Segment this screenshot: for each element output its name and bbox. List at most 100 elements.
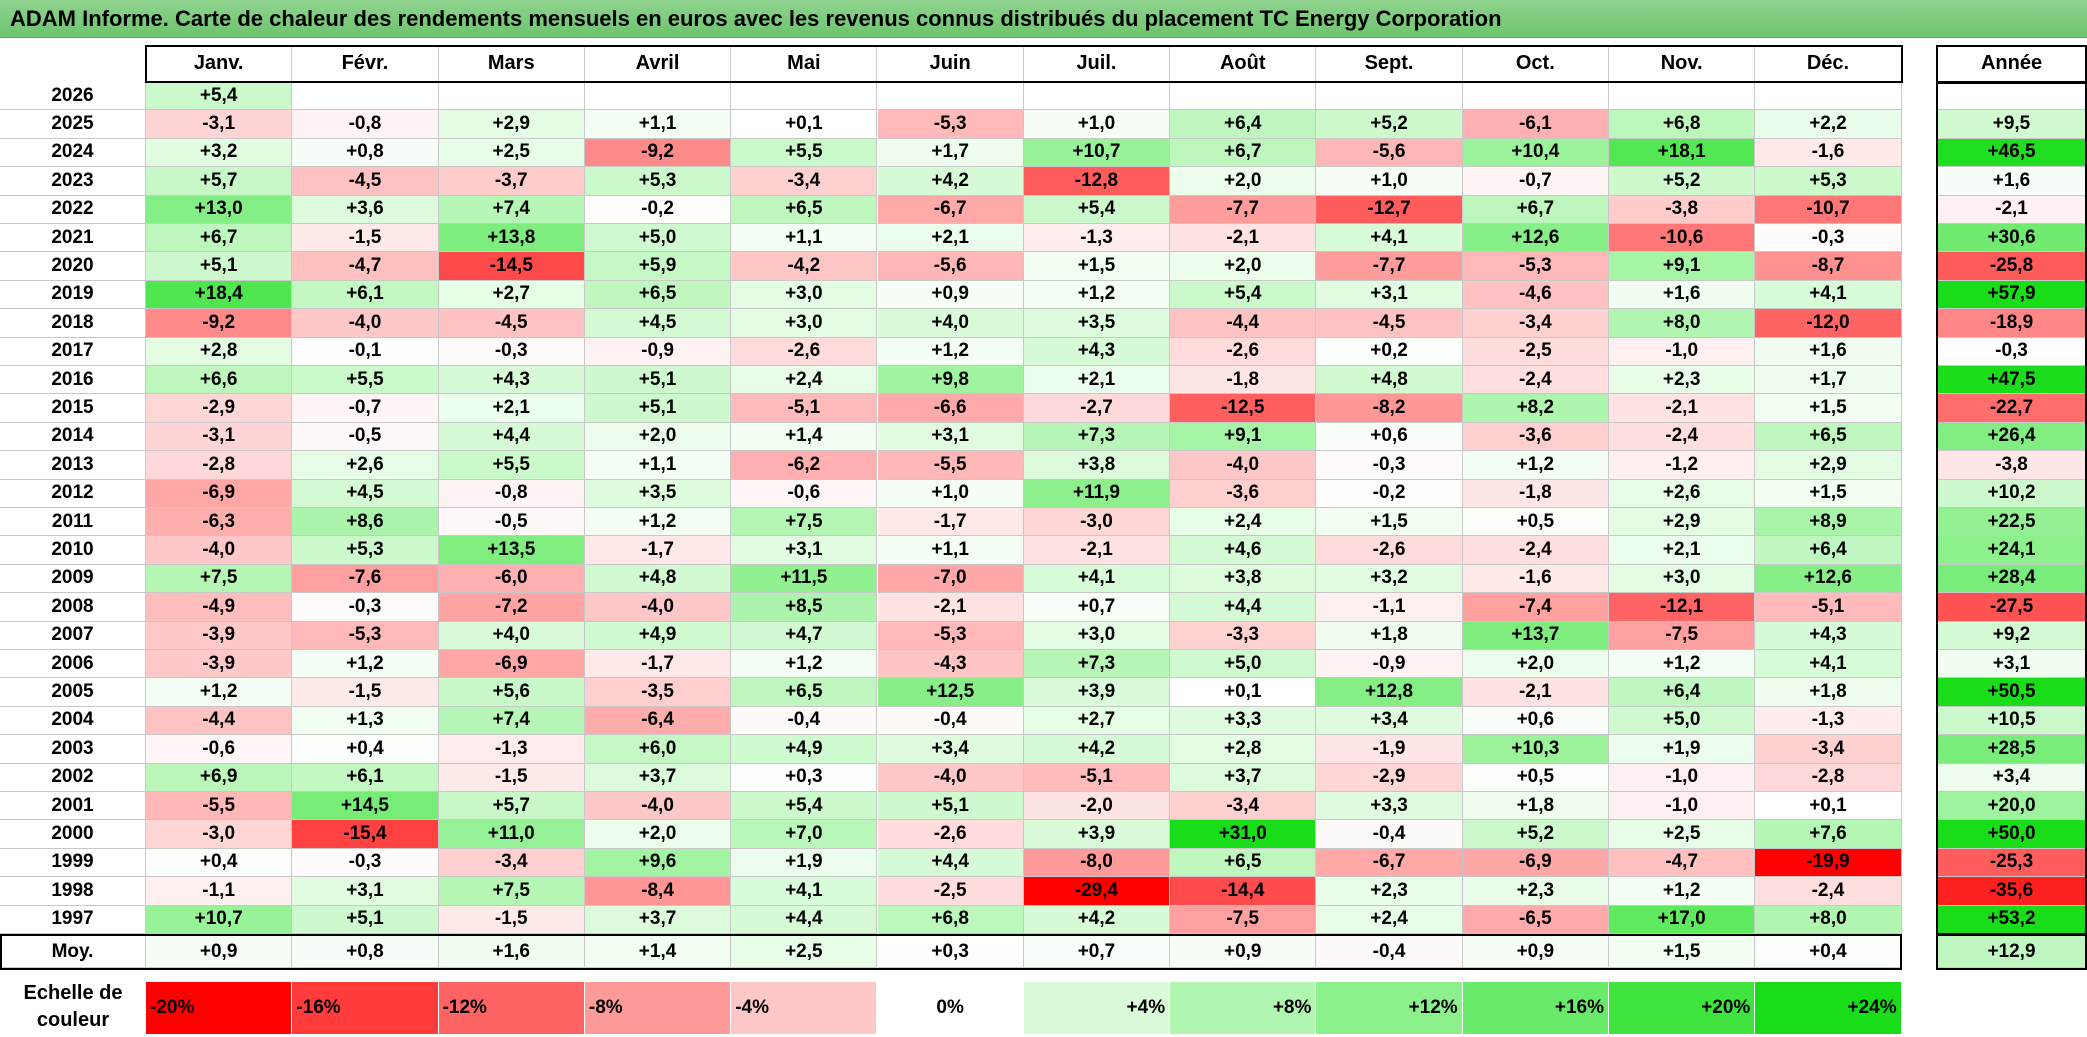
heatmap-cell: +3,8 [1023,451,1171,480]
heatmap-cell: +5,1 [584,394,732,423]
heatmap-cell: +3,5 [584,479,732,508]
heatmap-cell: +1,7 [877,138,1024,168]
heatmap-cell: +1,6 [1609,280,1756,310]
heatmap-cell [731,82,878,111]
annual-cell: +47,5 [1937,366,2087,395]
annual-cell: +9,2 [1937,621,2087,650]
heatmap-cell: +1,0 [1316,167,1463,196]
heatmap-cell: +2,4 [1316,905,1463,934]
heatmap-cell: -3,6 [1462,422,1609,452]
heatmap-cell: +4,4 [731,905,878,934]
heatmap-cell: -3,5 [584,678,732,707]
heatmap-cell: +1,0 [1023,110,1171,139]
heatmap-cell: +2,4 [731,366,878,395]
heatmap-cell: -1,0 [1609,792,1756,821]
heatmap-cell: -1,5 [438,905,585,934]
average-cell: +0,9 [146,936,293,968]
heatmap-cell: -6,5 [1462,905,1609,934]
heatmap-cell: -1,7 [584,536,732,565]
heatmap-cell: +2,8 [1170,735,1317,764]
heatmap-cell: +10,7 [1023,138,1171,168]
heatmap-cell: -2,4 [1462,366,1609,395]
heatmap-cell: +1,2 [877,337,1024,366]
heatmap-cell: +1,2 [292,650,439,679]
heatmap-cell: -10,7 [1755,195,1902,224]
heatmap-cell: +5,4 [146,82,293,111]
heatmap-cell: +1,8 [1755,678,1902,707]
heatmap-cell: -2,6 [1170,337,1317,366]
heatmap-cell: +4,2 [1023,735,1171,764]
heatmap-cell: +3,0 [1609,564,1756,594]
heatmap-cell: +0,3 [731,763,878,792]
heatmap-cell: +8,0 [1755,905,1902,934]
heatmap-cell [1755,82,1902,111]
heatmap-cell: +0,4 [292,735,439,764]
year-label: 2026 [0,82,146,111]
annual-cell: +20,0 [1937,792,2087,821]
heatmap-cell: -6,2 [731,451,878,480]
heatmap-cell: -0,3 [292,593,439,622]
heatmap-cell: +1,1 [877,536,1024,565]
average-label: Moy. [0,936,146,968]
annual-cell: +9,5 [1937,110,2087,139]
heatmap-cell: +4,8 [1316,366,1463,395]
heatmap-cell: +18,4 [146,280,293,310]
heatmap-cell: +12,6 [1755,564,1902,594]
heatmap-cell: -9,2 [146,309,293,338]
heatmap-cell: -12,8 [1023,167,1171,196]
heatmap-cell: -3,8 [1609,195,1756,224]
heatmap-cell: +6,0 [584,735,732,764]
heatmap-cell: +6,7 [146,224,293,253]
year-label: 2006 [0,650,146,679]
heatmap-cell: -0,4 [1316,820,1463,849]
heatmap-cell: -0,8 [292,110,439,139]
heatmap-cell: +10,4 [1462,138,1609,168]
color-scale-stop: -8% [584,982,732,1034]
heatmap-cell: +1,2 [1609,650,1756,679]
heatmap-cell: -10,6 [1609,224,1756,253]
heatmap-cell: -2,8 [146,451,293,480]
heatmap-cell: +2,1 [438,394,585,423]
heatmap-cell: +12,6 [1462,224,1609,253]
heatmap-cell: +3,7 [584,763,732,792]
heatmap-cell: +3,7 [1170,763,1317,792]
heatmap-cell: +2,3 [1609,366,1756,395]
heatmap-cell: +14,5 [292,792,439,821]
heatmap-cell: +2,7 [438,280,585,310]
heatmap-cell: +6,6 [146,366,293,395]
heatmap-cell: +3,6 [292,195,439,224]
annual-cell: +57,9 [1937,280,2087,310]
heatmap-cell: +2,6 [1609,479,1756,508]
year-label: 2017 [0,337,146,366]
heatmap-cell: -7,4 [1462,593,1609,622]
heatmap-cell: +3,0 [1023,621,1171,650]
average-cell: +2,5 [731,936,878,968]
annual-cell: +10,5 [1937,706,2087,736]
heatmap-cell: +5,5 [292,366,439,395]
heatmap-cell: +0,9 [877,280,1024,310]
heatmap-cell: -4,5 [438,309,585,338]
annual-cell: -22,7 [1937,394,2087,423]
heatmap-cell: +4,0 [877,309,1024,338]
heatmap-cell: -3,0 [146,820,293,849]
heatmap-cell: +2,3 [1316,877,1463,906]
color-scale-stop: +12% [1316,982,1463,1034]
annual-cell: +10,2 [1937,479,2087,508]
heatmap-cell: +7,3 [1023,422,1171,452]
heatmap-cell: +5,6 [438,678,585,707]
heatmap-cell: +2,0 [584,422,732,452]
heatmap-cell: -6,0 [438,564,585,594]
annual-cell: +28,5 [1937,735,2087,764]
heatmap-cell: -2,4 [1462,536,1609,565]
heatmap-cell: +6,7 [1462,195,1609,224]
heatmap-cell: -5,5 [877,451,1024,480]
heatmap-cell: -1,3 [1755,706,1902,736]
heatmap-cell: -4,0 [584,593,732,622]
heatmap-cell: +0,1 [731,110,878,139]
annual-cell: -3,8 [1937,451,2087,480]
heatmap-cell: +5,5 [731,138,878,168]
heatmap-cell: -0,3 [438,337,585,366]
heatmap-cell: +5,0 [584,224,732,253]
average-cell: +1,4 [584,936,732,968]
heatmap-cell: +4,3 [1755,621,1902,650]
